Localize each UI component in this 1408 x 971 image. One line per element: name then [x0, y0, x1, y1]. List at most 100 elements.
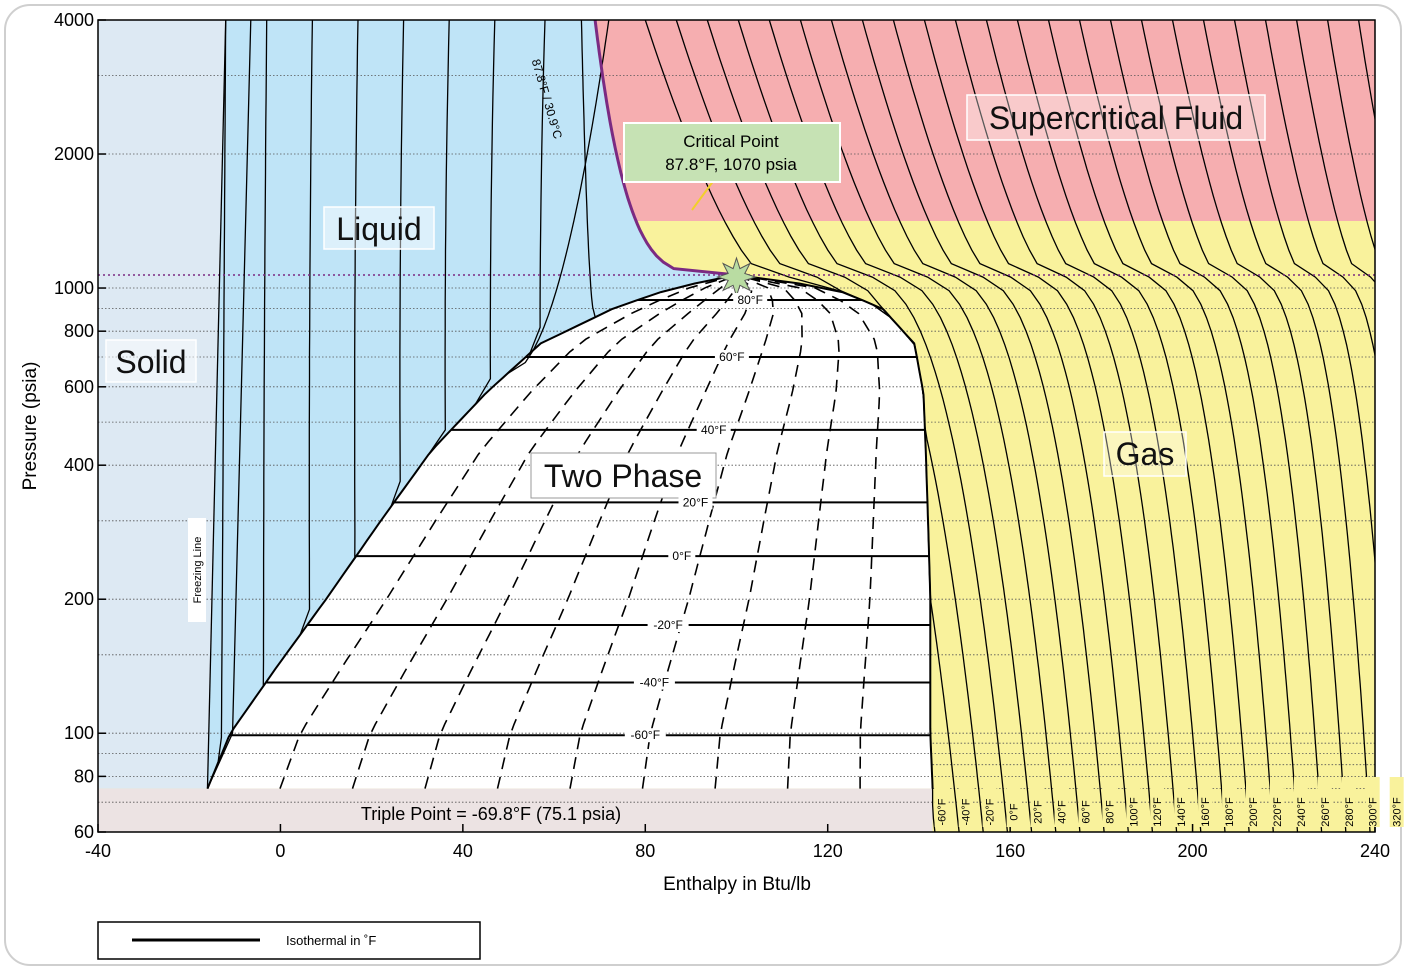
liquid-isotherm: [217, 20, 227, 764]
legend-label: Isothermal in ˚F: [286, 933, 376, 948]
gas-isotherm-label: 320°F: [1392, 797, 1404, 827]
isotherm-label-bg: [733, 293, 768, 307]
two-phase-isotherm-label: 80°F: [737, 293, 762, 307]
gas-isotherm-label: 80°F: [1104, 800, 1116, 824]
two-phase-isotherm-label: 0°F: [672, 549, 691, 563]
two-phase-isotherm-labels: 80°F 60°F 40°F 20°F 0°F -20°F -40°F -60°F: [624, 293, 768, 743]
gas-isotherm-label: 20°F: [1033, 800, 1045, 824]
gas-isotherm: [985, 20, 1202, 832]
y-tick-label: 100: [64, 723, 94, 743]
gas-label-bg: [982, 777, 997, 827]
two-phase-isotherm-label: 40°F: [701, 423, 726, 437]
svg-text:Liquid: Liquid: [336, 211, 421, 247]
gas-isotherm-labels: -60°F -40°F -20°F 0°F 20°F 40°F 60°F 80°F 100°F 1…: [934, 777, 1404, 827]
gas-isotherm-label: 40°F: [1057, 800, 1069, 824]
gas-isotherm: [1326, 20, 1375, 252]
gas-isotherm-label: 200°F: [1248, 797, 1260, 827]
two-phase-isotherm-label: -60°F: [631, 728, 660, 742]
label-two-phase: Two Phase: [530, 452, 717, 499]
gas-isotherm: [954, 20, 1178, 832]
gas-isotherm-label: 100°F: [1128, 797, 1140, 827]
y-tick-label: 600: [64, 377, 94, 397]
freezing-line-label-box: Freezing Line: [188, 518, 206, 622]
gas-label-bg: [1150, 777, 1165, 827]
x-tick-label: 200: [1178, 841, 1208, 861]
x-tick-label: 240: [1360, 841, 1390, 861]
gas-label-bg: [1341, 777, 1356, 827]
liquid-isotherm: [427, 20, 450, 456]
gas-label-bg: [1174, 777, 1189, 827]
gas-isotherm: [1047, 20, 1250, 832]
gas-label-bg: [1054, 777, 1069, 827]
two-phase-isotherms: [229, 299, 931, 737]
solid-region: [98, 20, 226, 789]
gas-label-bg: [1078, 777, 1093, 827]
axis-ticks: -40 0 40 80 120 160 200 240 60 80 100 200 400 600 800 1…: [54, 10, 1390, 861]
gas-isotherm: [1109, 20, 1299, 832]
gas-isotherm-label: 180°F: [1224, 797, 1236, 827]
gas-isotherm-label: 120°F: [1152, 797, 1164, 827]
x-tick-label: 120: [813, 841, 843, 861]
gas-isotherm-label: -40°F: [961, 798, 973, 825]
gas-isotherm-label: 280°F: [1344, 797, 1356, 827]
gas-isotherm: [861, 20, 1105, 832]
gas-isotherm-label: 220°F: [1272, 797, 1284, 827]
quality-line: [569, 274, 754, 789]
gas-label-bg: [934, 777, 949, 827]
gas-label-bg: [1102, 777, 1117, 827]
x-tick-label: 160: [995, 841, 1025, 861]
gas-label-bg: [1246, 777, 1260, 827]
gas-isotherm: [1233, 20, 1375, 569]
isotherm-label-bg: [714, 350, 749, 364]
y-axis-title: Pressure (psia): [20, 362, 41, 491]
gas-isotherm-label: 60°F: [1080, 800, 1092, 824]
y-tick-label: 80: [74, 766, 94, 786]
liquid-region: [207, 20, 737, 789]
y-tick-label: 60: [74, 822, 94, 842]
isotherm-label-bg: [696, 422, 731, 437]
gas-isotherm: [923, 20, 1154, 832]
y-tick-label: 4000: [54, 10, 94, 30]
two-phase-isotherm-label: 20°F: [683, 495, 708, 509]
gas-label-bg: [1365, 777, 1380, 827]
two-phase-isotherm-label: -20°F: [653, 618, 682, 632]
svg-text:Gas: Gas: [1116, 436, 1175, 472]
liquid-isotherm: [474, 20, 496, 405]
gas-isotherm-label: 0°F: [1009, 803, 1021, 821]
quality-line: [641, 274, 775, 789]
gas-isotherm: [1171, 20, 1347, 832]
y-tick-label: 400: [64, 455, 94, 475]
y-tick-label: 200: [64, 589, 94, 609]
quality-lines: [279, 274, 881, 789]
quality-line: [424, 274, 738, 789]
svg-text:Solid: Solid: [115, 344, 186, 380]
legend: Isothermal in ˚F: [97, 921, 481, 960]
gas-label-bg: [1317, 777, 1332, 827]
gas-label-bg: [1030, 777, 1045, 827]
liquid-isotherms: [217, 20, 610, 764]
two-phase-isotherm-label: 60°F: [719, 350, 744, 364]
x-tick-label: -40: [85, 841, 111, 861]
liquid-isotherm: [262, 20, 268, 687]
plot-area-border: [97, 19, 1376, 833]
gas-isotherm: [892, 20, 1129, 832]
gas-isotherm: [799, 20, 1057, 832]
svg-text:Two Phase: Two Phase: [544, 458, 702, 494]
gas-label-bg: [1126, 777, 1141, 827]
gas-label-bg: [1006, 777, 1021, 827]
y-tick-label: 1000: [54, 278, 94, 298]
critical-point-marker: [715, 256, 758, 298]
gas-isotherm-label: 240°F: [1296, 797, 1308, 827]
x-tick-label: 80: [635, 841, 655, 861]
gas-isotherm: [1264, 20, 1375, 359]
quality-line: [351, 274, 737, 789]
gas-isotherm: [1202, 20, 1371, 832]
gas-isotherm: [1390, 20, 1408, 832]
gas-isotherm-label: 260°F: [1320, 797, 1332, 827]
gas-label-bg: [1198, 777, 1213, 827]
liquid-isotherm: [299, 20, 314, 636]
critical-isotherm: [593, 20, 737, 277]
gas-isotherm: [830, 20, 1081, 832]
quality-line: [714, 274, 803, 789]
